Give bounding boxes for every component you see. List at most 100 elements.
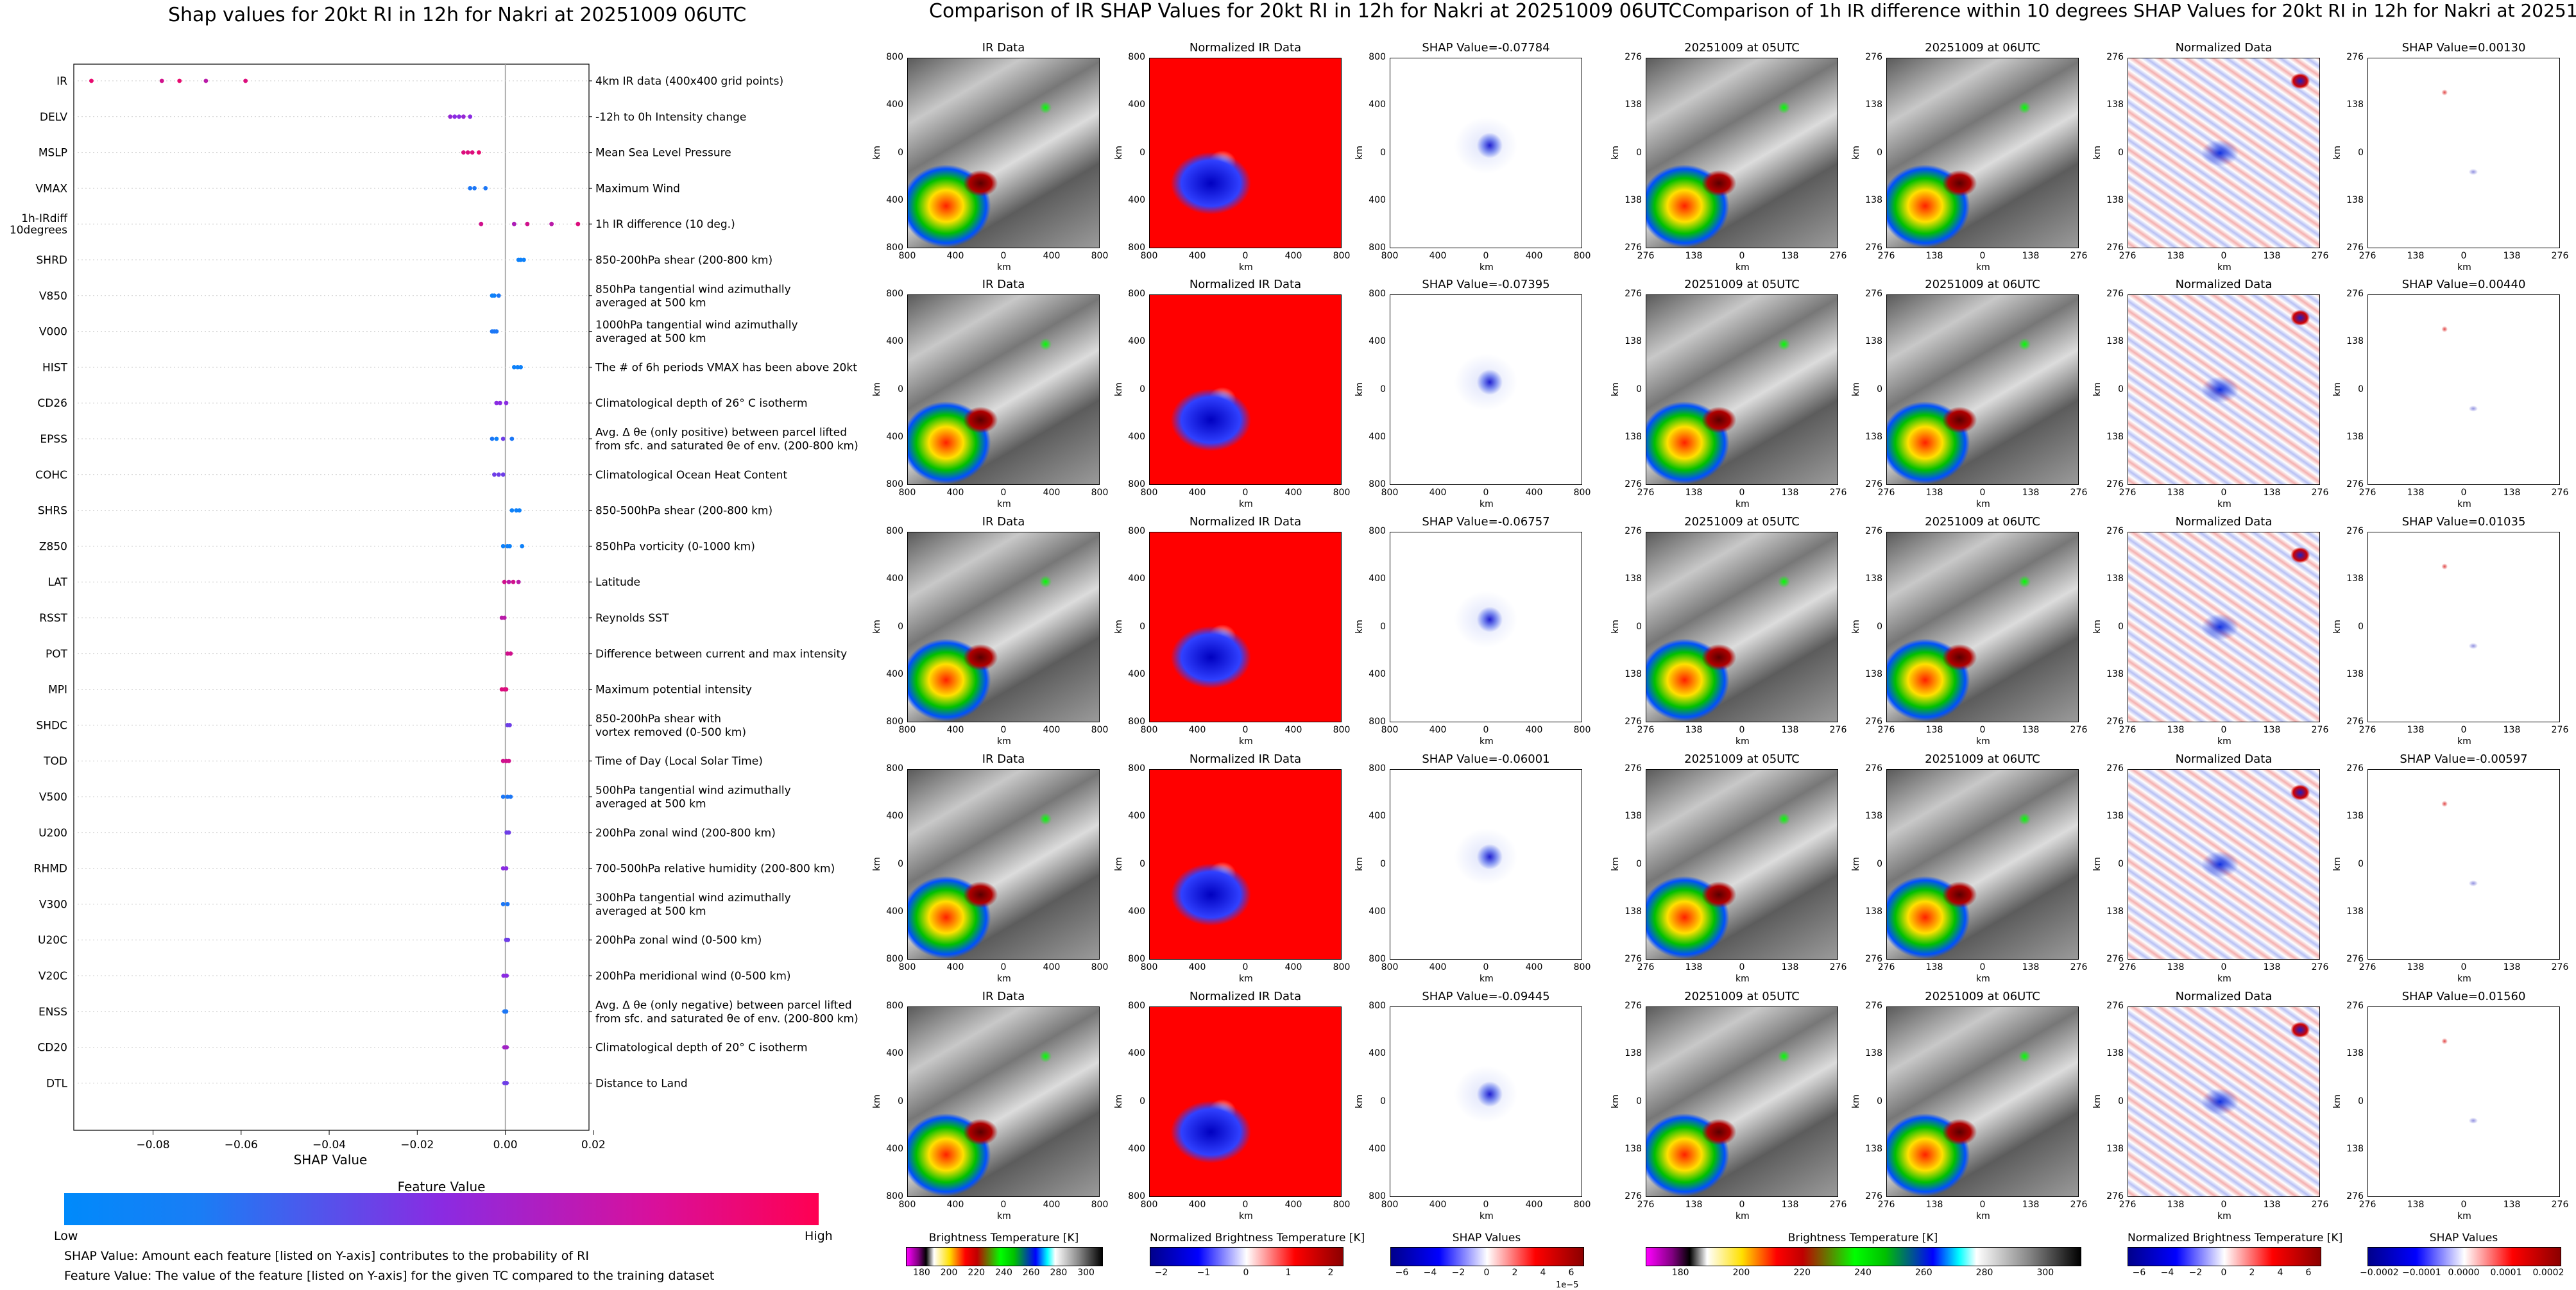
y-axis-label: km bbox=[2332, 145, 2342, 160]
panel-title: Normalized IR Data bbox=[1189, 41, 1302, 55]
panel-title: 20251009 at 05UTC bbox=[1684, 752, 1800, 766]
y-tick-label: 276 bbox=[1865, 479, 1882, 489]
feature-name-label: 10degrees bbox=[10, 224, 67, 237]
y-axis-label: km bbox=[1850, 382, 1861, 396]
x-tick-label: 276 bbox=[1637, 1200, 1655, 1210]
y-tick-label: 0 bbox=[1139, 621, 1145, 632]
x-tick-label: 138 bbox=[2407, 1200, 2425, 1210]
y-tick-label: 800 bbox=[1369, 479, 1386, 489]
shap-point bbox=[496, 472, 501, 477]
x-tick-label: 0 bbox=[1739, 488, 1745, 498]
diff-shap-panel bbox=[2367, 532, 2560, 722]
y-tick-label: 800 bbox=[1128, 52, 1145, 62]
x-tick-label: 0 bbox=[2461, 488, 2467, 498]
colorbar-tick-label: −0.0002 bbox=[2360, 1268, 2399, 1278]
panel-title: 20251009 at 05UTC bbox=[1684, 41, 1800, 55]
x-tick-label: 138 bbox=[2022, 1200, 2040, 1210]
ir-06utc-panel bbox=[1886, 769, 2079, 960]
feature-name-label: EPSS bbox=[40, 433, 67, 446]
feature-name-label: SHRS bbox=[38, 505, 67, 518]
x-tick-label: 800 bbox=[898, 1200, 916, 1210]
y-tick-label: 400 bbox=[1128, 668, 1145, 679]
x-tick-label: 276 bbox=[2358, 488, 2376, 498]
ir-bt-colorbar bbox=[906, 1247, 1103, 1266]
y-tick-label: 138 bbox=[2106, 668, 2124, 679]
y-axis-label: km bbox=[1850, 856, 1861, 871]
y-tick-label: 276 bbox=[2106, 242, 2124, 253]
y-axis-label: km bbox=[1354, 145, 1365, 160]
y-axis-label: km bbox=[2092, 1094, 2103, 1108]
colorbar-tick-label: 280 bbox=[1975, 1268, 1993, 1278]
y-tick-label: 276 bbox=[1625, 954, 1642, 964]
x-tick-label: 138 bbox=[2167, 251, 2185, 261]
x-tick-label: 276 bbox=[2551, 962, 2569, 972]
ir-norm-colorbar-label: Normalized Brightness Temperature [K] bbox=[1150, 1232, 1365, 1244]
shap-point bbox=[243, 78, 248, 83]
y-tick-label: 138 bbox=[1865, 811, 1882, 822]
panel-title: Normalized Data bbox=[2175, 515, 2273, 529]
y-tick-label: 800 bbox=[1369, 289, 1386, 299]
y-tick-label: 138 bbox=[1625, 906, 1642, 917]
ir-05utc-panel bbox=[1646, 294, 1838, 485]
x-tick-label: 138 bbox=[1925, 251, 1943, 261]
y-tick-label: 400 bbox=[1369, 906, 1386, 917]
panel-title: 20251009 at 05UTC bbox=[1684, 278, 1800, 291]
panel-title: SHAP Value=-0.00597 bbox=[2400, 752, 2528, 766]
shap-summary-chart: IR 4km IR data (400x400 grid points) DELV -… bbox=[10, 64, 858, 1167]
y-tick-label: 400 bbox=[1128, 336, 1145, 347]
shap-point bbox=[518, 365, 524, 369]
y-tick-label: 800 bbox=[1128, 763, 1145, 774]
panel-title: 20251009 at 05UTC bbox=[1684, 515, 1800, 529]
y-tick-label: 0 bbox=[2118, 621, 2124, 632]
x-tick-label: 800 bbox=[1333, 1200, 1351, 1210]
shap-point bbox=[505, 651, 510, 656]
panel-title: 20251009 at 05UTC bbox=[1684, 990, 1800, 1003]
y-tick-label: 0 bbox=[1877, 621, 1882, 632]
summary-plot-frame bbox=[73, 64, 590, 1131]
y-tick-label: 138 bbox=[1865, 336, 1882, 347]
colorbar-tick-label: 2 bbox=[1512, 1268, 1518, 1278]
feature-description-label: 200hPa meridional wind (0-500 km) bbox=[595, 970, 791, 983]
y-tick-label: 0 bbox=[898, 1096, 903, 1107]
y-tick-label: 400 bbox=[1369, 668, 1386, 679]
x-tick-label: 0 bbox=[1242, 962, 1249, 972]
colorbar-tick-label: −4 bbox=[2160, 1268, 2174, 1278]
feature-description-label: 850-500hPa shear (200-800 km) bbox=[595, 505, 772, 518]
x-tick-label: 800 bbox=[1573, 1200, 1591, 1210]
x-tick-label: 400 bbox=[946, 251, 964, 261]
y-tick-label: 276 bbox=[1865, 763, 1882, 774]
y-tick-label: 400 bbox=[1369, 431, 1386, 442]
panel-title: 20251009 at 06UTC bbox=[1925, 515, 2040, 529]
y-tick-label: 400 bbox=[1128, 906, 1145, 917]
shap-point bbox=[89, 78, 94, 83]
colorbar-tick-label: −2 bbox=[1154, 1268, 1168, 1278]
x-tick-label: 0 bbox=[1000, 1200, 1007, 1210]
y-tick-label: 276 bbox=[1865, 717, 1882, 727]
x-tick-label: 800 bbox=[1573, 488, 1591, 498]
y-tick-label: 0 bbox=[1139, 147, 1145, 158]
panel-title: 20251009 at 06UTC bbox=[1925, 752, 2040, 766]
y-tick-label: 138 bbox=[2346, 1143, 2364, 1154]
x-tick-label: 400 bbox=[1429, 488, 1447, 498]
x-tick-label: 138 bbox=[1781, 488, 1799, 498]
y-tick-label: 138 bbox=[1625, 431, 1642, 442]
shap-point bbox=[502, 579, 507, 584]
x-tick-label: 400 bbox=[1188, 1200, 1206, 1210]
panel-title: IR Data bbox=[982, 515, 1025, 529]
x-tick-label: 400 bbox=[1188, 251, 1206, 261]
y-tick-label: 138 bbox=[1865, 668, 1882, 679]
x-tick-label: 400 bbox=[1284, 488, 1302, 498]
x-tick-label: 400 bbox=[1284, 962, 1302, 972]
feature-description-label: -12h to 0h Intensity change bbox=[595, 111, 746, 124]
shap-point bbox=[494, 400, 499, 405]
shap-point bbox=[468, 186, 473, 191]
y-tick-label: 276 bbox=[1865, 954, 1882, 964]
normalized-ir-panel bbox=[1149, 532, 1342, 722]
y-axis-label: km bbox=[1354, 619, 1365, 634]
x-tick-label: 0 bbox=[2221, 725, 2227, 735]
colorbar-tick-label: 0.0001 bbox=[2490, 1268, 2522, 1278]
shap-point bbox=[159, 78, 164, 83]
x-tick-label: 400 bbox=[1284, 251, 1302, 261]
feature-name-label: MSLP bbox=[38, 147, 67, 160]
colorbar-tick-label: 6 bbox=[1568, 1268, 1574, 1278]
